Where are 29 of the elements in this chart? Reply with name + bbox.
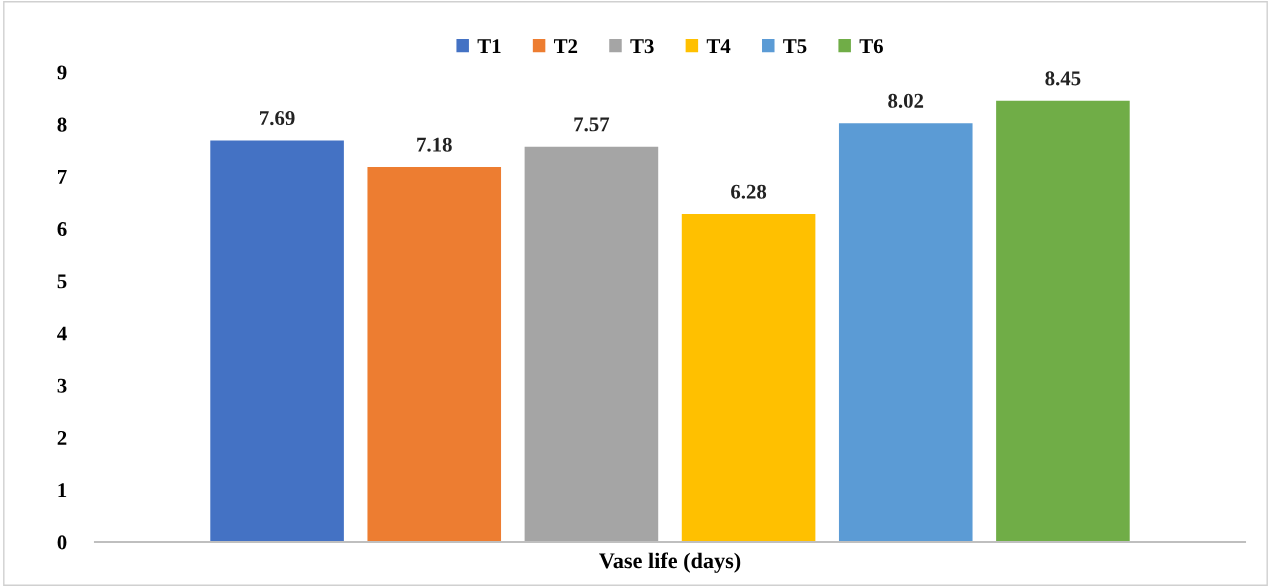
bar — [367, 167, 502, 542]
data-label: 7.57 — [574, 117, 610, 132]
data-label: 8.45 — [1045, 71, 1081, 86]
y-tick-label: 7 — [58, 170, 67, 184]
data-label: 7.18 — [417, 137, 452, 152]
y-tick-label: 5 — [57, 274, 67, 289]
bar — [996, 100, 1130, 542]
y-tick-label: 9 — [57, 65, 67, 80]
legend-label: T1 — [477, 39, 501, 53]
legend-label: T3 — [630, 39, 654, 54]
y-tick-label: 4 — [57, 326, 67, 341]
bar — [524, 146, 659, 542]
y-tick-label: 2 — [57, 430, 67, 445]
x-axis-title: Vase life (days) — [599, 552, 741, 573]
y-tick-label: 8 — [57, 117, 67, 132]
data-label: 7.69 — [260, 111, 295, 126]
legend-label: T4 — [706, 39, 731, 53]
bar — [681, 214, 816, 542]
y-tick-label: 3 — [57, 378, 67, 393]
y-tick-label: 1 — [58, 483, 67, 498]
bar — [210, 140, 344, 542]
y-tick-label: 0 — [57, 535, 67, 550]
data-label: 8.02 — [888, 93, 924, 108]
bar — [838, 123, 973, 542]
legend-label: T6 — [859, 39, 883, 54]
legend-label: T2 — [553, 39, 578, 53]
y-tick-label: 6 — [57, 222, 67, 237]
data-label: 6.28 — [731, 184, 767, 199]
legend-label: T5 — [783, 39, 807, 54]
